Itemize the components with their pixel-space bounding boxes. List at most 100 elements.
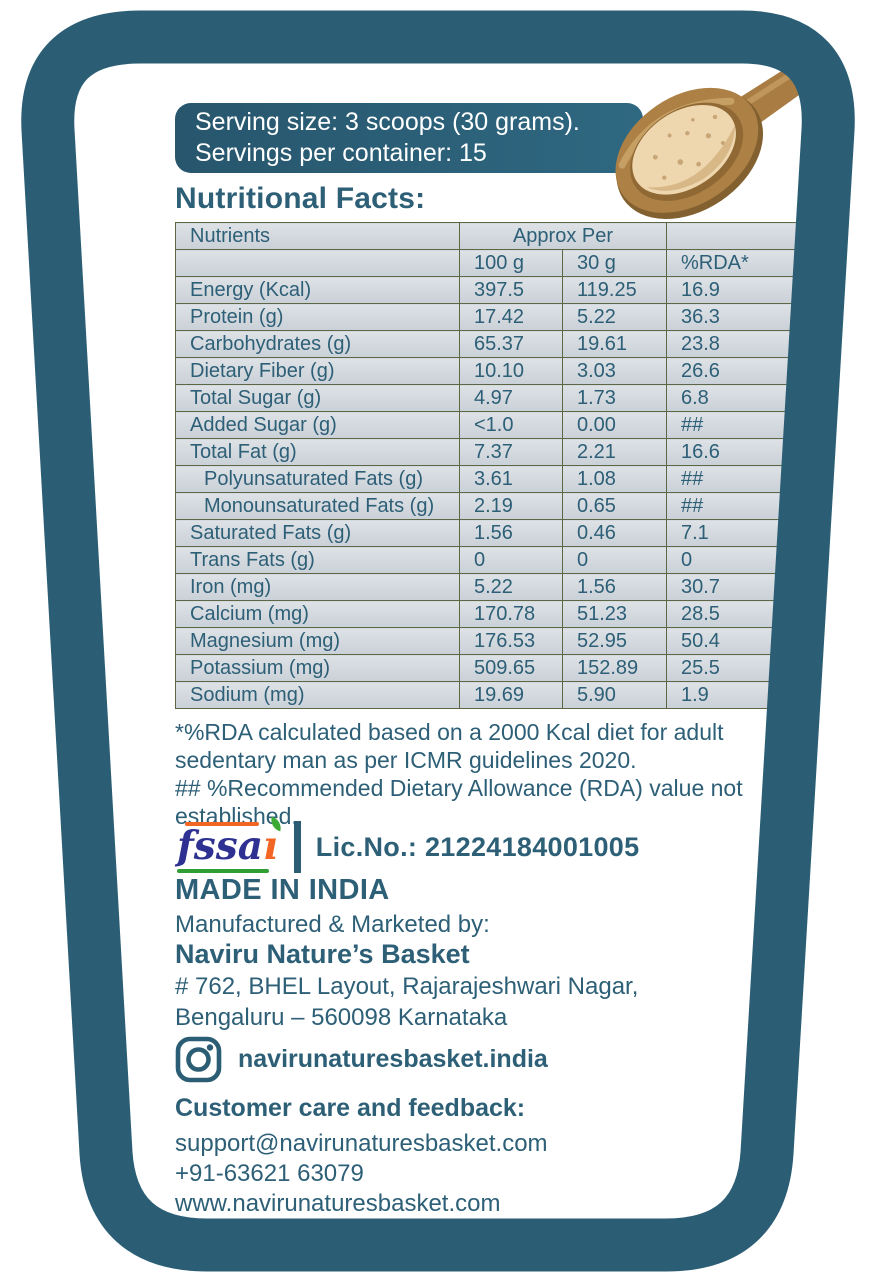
value-rda: 6.8 (666, 384, 813, 412)
nutrient-name: Iron (mg) (175, 573, 460, 601)
value-rda: 1.9 (666, 681, 813, 709)
nutrient-name: Carbohydrates (g) (175, 330, 460, 358)
nutrient-name: Protein (g) (175, 303, 460, 331)
table-row: Sodium (mg) 19.69 5.90 1.9 (175, 681, 813, 709)
value-100g: 19.69 (459, 681, 563, 709)
address-line-1: # 762, BHEL Layout, Rajarajeshwari Nagar… (175, 973, 639, 1000)
license-number: Lic.No.: 21224184001005 (315, 831, 640, 862)
value-rda: 7.1 (666, 519, 813, 547)
value-100g: 509.65 (459, 654, 563, 682)
table-row: Total Sugar (g) 4.97 1.73 6.8 (175, 384, 813, 412)
value-100g: 4.97 (459, 384, 563, 412)
value-30g: 1.73 (562, 384, 667, 412)
company-address: # 762, BHEL Layout, Rajarajeshwari Nagar… (175, 971, 638, 1033)
company-name: Naviru Nature’s Basket (175, 939, 470, 969)
nutrient-name: Polyunsaturated Fats (g) (175, 465, 460, 493)
table-row: Protein (g) 17.42 5.22 36.3 (175, 303, 813, 331)
value-rda: ## (666, 465, 813, 493)
nutrient-name: Potassium (mg) (175, 654, 460, 682)
value-30g: 0.00 (562, 411, 667, 439)
value-30g: 5.90 (562, 681, 667, 709)
value-30g: 0.65 (562, 492, 667, 520)
table-row: Calcium (mg) 170.78 51.23 28.5 (175, 600, 813, 628)
nutrient-name: Sodium (mg) (175, 681, 460, 709)
value-100g: 176.53 (459, 627, 563, 655)
value-30g: 1.56 (562, 573, 667, 601)
value-100g: 5.22 (459, 573, 563, 601)
nutrient-name: Trans Fats (g) (175, 546, 460, 574)
fssai-license-row: fssaı Lic.No.: 21224184001005 (175, 816, 640, 876)
column-header-rda: %RDA* (666, 249, 813, 277)
nutrient-name: Energy (Kcal) (175, 276, 460, 304)
vertical-divider (293, 821, 301, 873)
instagram-handle: navirunaturesbasket.india (238, 1045, 548, 1073)
serving-info-banner: Serving size: 3 scoops (30 grams). Servi… (175, 103, 643, 173)
table-row: Energy (Kcal) 397.5 119.25 16.9 (175, 276, 813, 304)
contact-block: Customer care and feedback: support@navi… (175, 1094, 548, 1219)
value-rda: ## (666, 411, 813, 439)
value-30g: 119.25 (562, 276, 667, 304)
fssai-orange-bar (185, 821, 259, 826)
customer-care-title: Customer care and feedback: (175, 1094, 526, 1122)
table-row: Trans Fats (g) 0 0 0 (175, 546, 813, 574)
support-phone: +91-63621 63079 (175, 1160, 364, 1187)
nutrition-facts-table: Nutrients Approx Per 100 g 30 g %RDA* En… (175, 222, 813, 709)
value-rda: 16.6 (666, 438, 813, 466)
value-30g: 52.95 (562, 627, 667, 655)
value-100g: 2.19 (459, 492, 563, 520)
table-row: Dietary Fiber (g) 10.10 3.03 26.6 (175, 357, 813, 385)
instagram-row: navirunaturesbasket.india (175, 1036, 548, 1083)
nutrient-name: Total Sugar (g) (175, 384, 460, 412)
fssai-logo-text: fssa (177, 822, 263, 869)
support-email: support@navirunaturesbasket.com (175, 1130, 548, 1157)
value-100g: 7.37 (459, 438, 563, 466)
table-row: Carbohydrates (g) 65.37 19.61 23.8 (175, 330, 813, 358)
value-30g: 5.22 (562, 303, 667, 331)
value-100g: 170.78 (459, 600, 563, 628)
value-100g: 65.37 (459, 330, 563, 358)
value-30g: 2.21 (562, 438, 667, 466)
nutritional-facts-title: Nutritional Facts: (175, 182, 426, 215)
value-rda: 36.3 (666, 303, 813, 331)
made-in-india-heading: MADE IN INDIA (175, 874, 390, 906)
manufactured-by-label: Manufactured & Marketed by: (175, 911, 490, 938)
value-100g: 1.56 (459, 519, 563, 547)
nutrient-name: Calcium (mg) (175, 600, 460, 628)
value-rda: 50.4 (666, 627, 813, 655)
value-rda: ## (666, 492, 813, 520)
column-header-spacer (666, 222, 813, 250)
value-100g: <1.0 (459, 411, 563, 439)
nutrient-name: Monounsaturated Fats (g) (175, 492, 460, 520)
table-row: Iron (mg) 5.22 1.56 30.7 (175, 573, 813, 601)
serving-size-text: Serving size: 3 scoops (30 grams). (195, 108, 580, 136)
value-100g: 0 (459, 546, 563, 574)
column-header-nutrients: Nutrients (175, 222, 460, 250)
table-row: Magnesium (mg) 176.53 52.95 50.4 (175, 627, 813, 655)
table-row: Polyunsaturated Fats (g) 3.61 1.08 ## (175, 465, 813, 493)
table-row: Added Sugar (g) <1.0 0.00 ## (175, 411, 813, 439)
value-30g: 1.08 (562, 465, 667, 493)
value-rda: 25.5 (666, 654, 813, 682)
table-subheader-row: 100 g 30 g %RDA* (175, 249, 813, 277)
nutrient-name: Total Fat (g) (175, 438, 460, 466)
value-rda: 0 (666, 546, 813, 574)
column-header-100g: 100 g (459, 249, 563, 277)
table-row: Saturated Fats (g) 1.56 0.46 7.1 (175, 519, 813, 547)
column-header-30g: 30 g (562, 249, 667, 277)
value-30g: 0.46 (562, 519, 667, 547)
nutrient-name: Dietary Fiber (g) (175, 357, 460, 385)
value-rda: 23.8 (666, 330, 813, 358)
value-30g: 0 (562, 546, 667, 574)
value-30g: 3.03 (562, 357, 667, 385)
value-100g: 3.61 (459, 465, 563, 493)
servings-per-container-text: Servings per container: 15 (195, 139, 487, 167)
value-30g: 152.89 (562, 654, 667, 682)
instagram-icon (175, 1036, 222, 1083)
subheader-spacer (175, 249, 460, 277)
fssai-logo: fssaı (175, 816, 284, 875)
value-rda: 28.5 (666, 600, 813, 628)
table-row: Potassium (mg) 509.65 152.89 25.5 (175, 654, 813, 682)
column-group-header-approx-per: Approx Per (459, 222, 667, 250)
value-100g: 17.42 (459, 303, 563, 331)
nutrient-name: Added Sugar (g) (175, 411, 460, 439)
